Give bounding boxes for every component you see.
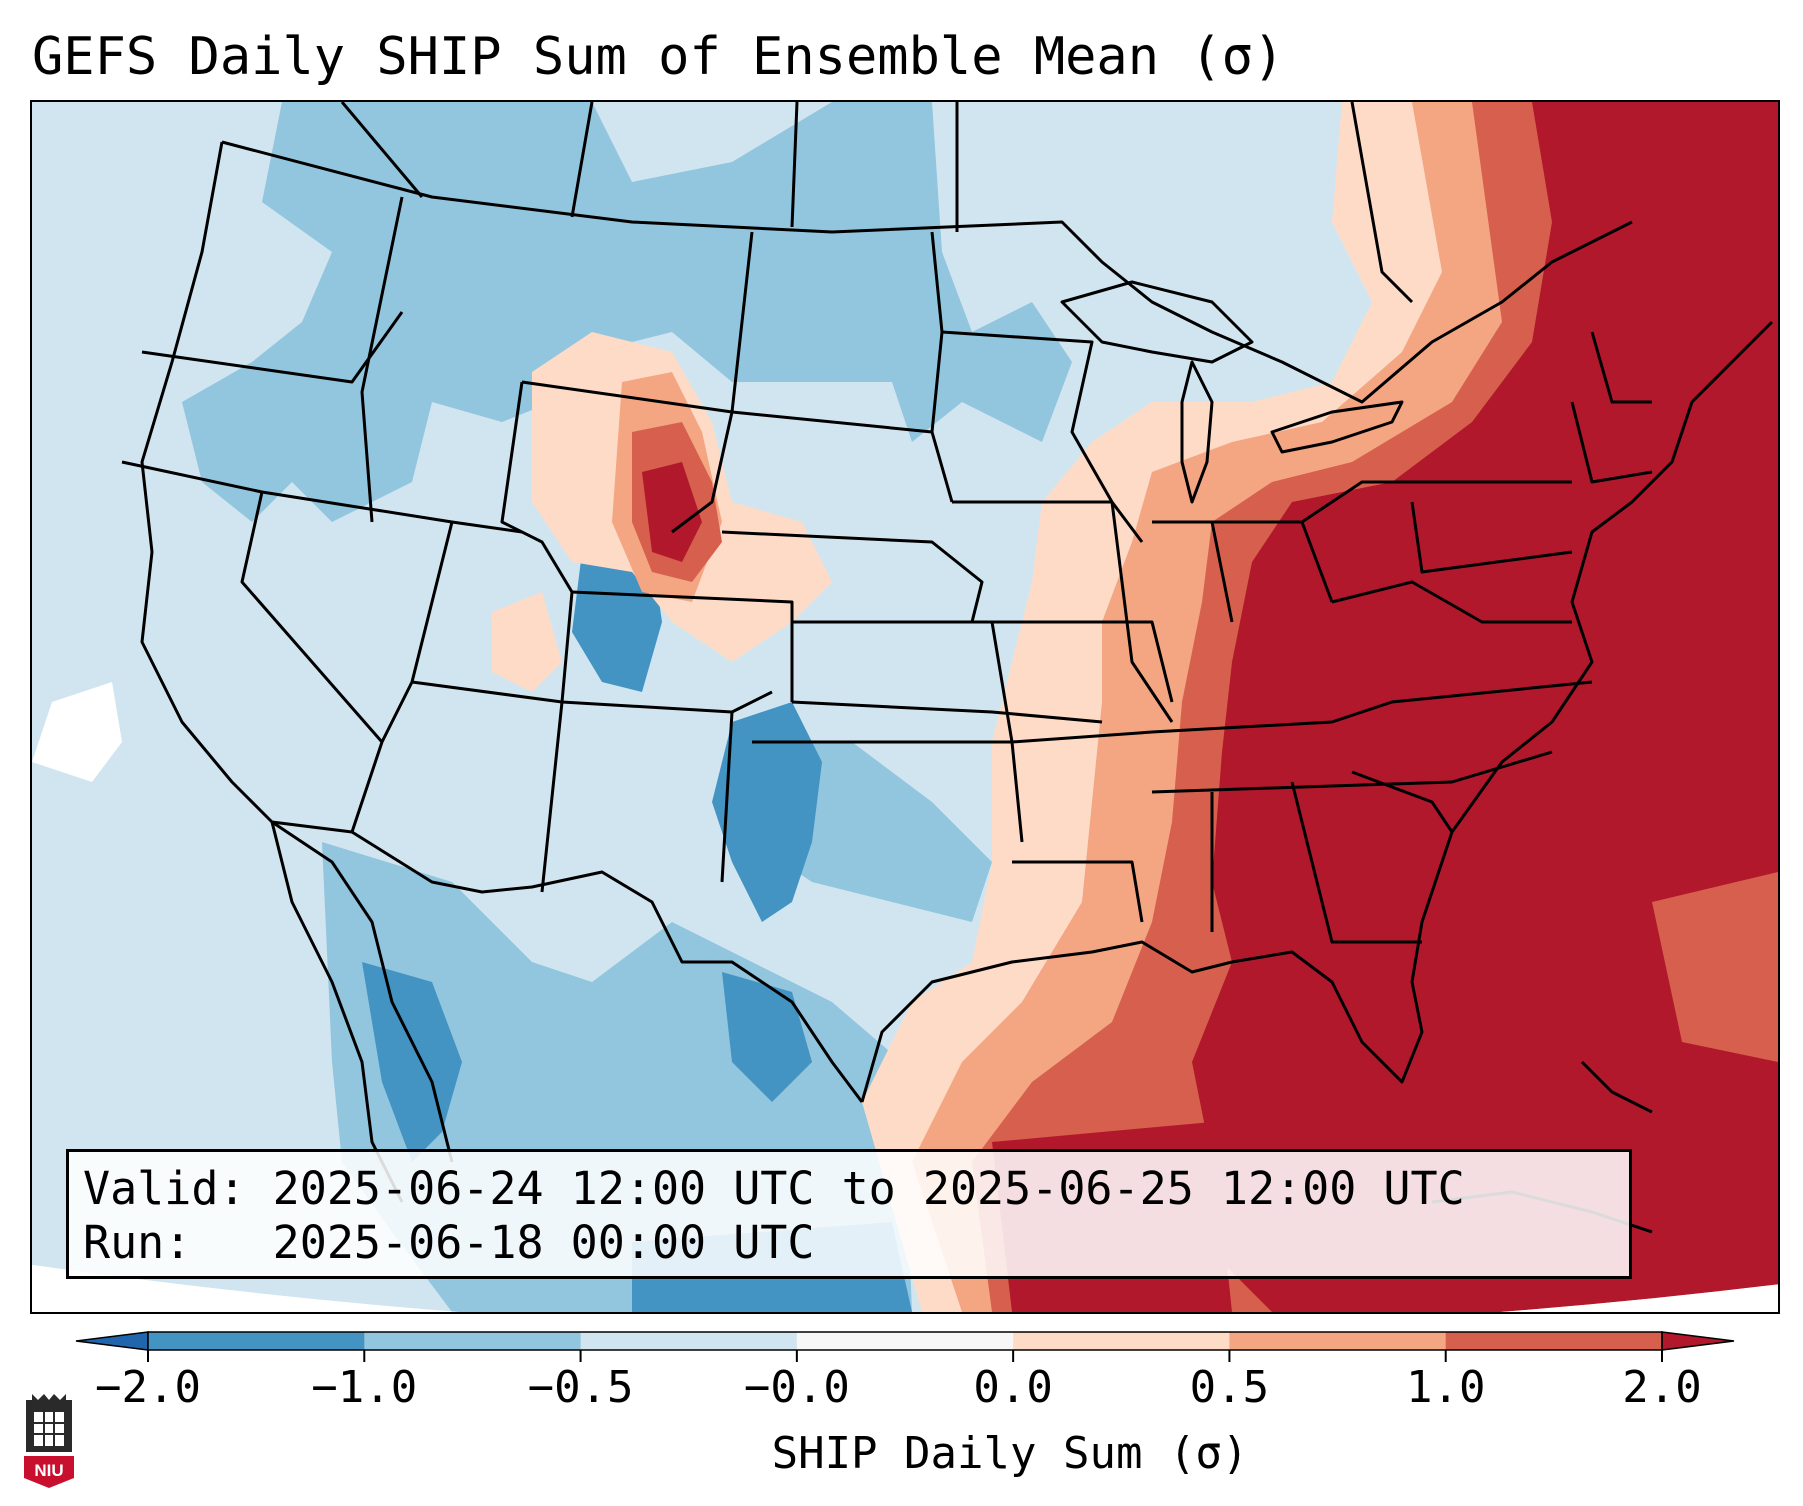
canada-province-border-3 — [790, 102, 799, 228]
state-border — [540, 591, 574, 893]
colorbar-tick-label: 2.0 — [1622, 1362, 1702, 1413]
colorbar-tick-label: −0.5 — [527, 1362, 634, 1413]
map-title: GEFS Daily SHIP Sum of Ensemble Mean (σ) — [32, 27, 1285, 87]
gulf-coastline — [860, 921, 1424, 1103]
colorbar-bin — [1445, 1332, 1663, 1350]
colorbar — [75, 1331, 1735, 1362]
colorbar-bin — [580, 1332, 798, 1350]
logo-text: NIU — [34, 1461, 63, 1480]
colorbar-outline — [147, 1331, 1663, 1351]
colorbar-tick-label: 0.5 — [1189, 1362, 1270, 1413]
state-border — [730, 231, 954, 503]
canada-province-border-1 — [340, 102, 424, 198]
colorbar-tick-label: −1.0 — [311, 1362, 418, 1413]
field-medium-blue-west — [182, 102, 1072, 522]
colorbar-tick-label: 0.0 — [973, 1362, 1053, 1413]
boundaries — [121, 102, 1774, 1234]
lake-erie — [1270, 400, 1404, 454]
field-medium-orange-atlantic — [1652, 872, 1778, 1062]
state-border — [500, 381, 574, 593]
anomaly-map — [32, 102, 1778, 1312]
colorbar-bin — [796, 1332, 1014, 1350]
state-border — [411, 680, 773, 714]
colorbar-label: SHIP Daily Sum (σ) — [771, 1428, 1249, 1479]
niu-logo-icon: NIU — [24, 1394, 74, 1488]
missing-data-patch — [32, 682, 122, 782]
state-border — [791, 700, 1103, 724]
colorbar-bin — [1229, 1332, 1447, 1350]
colorbar-bin — [148, 1332, 365, 1350]
state-border — [121, 460, 523, 534]
field-dark-blue-mexico-2 — [722, 972, 812, 1102]
canada-province-border-5 — [1350, 102, 1414, 304]
outside-domain — [32, 1264, 1778, 1312]
colorbar-bin — [364, 1332, 582, 1350]
bahamas-outline — [1580, 1060, 1653, 1114]
state-border — [992, 620, 1174, 703]
state-border — [721, 530, 984, 623]
state-border — [1590, 331, 1652, 404]
state-border — [350, 521, 454, 833]
state-border — [521, 380, 734, 534]
state-border — [1301, 480, 1572, 524]
state-border — [1570, 401, 1653, 484]
state-border — [720, 711, 734, 883]
field-dark-blue-texas — [712, 702, 822, 922]
great-lakes-outline — [1060, 280, 1254, 364]
state-border — [1151, 750, 1553, 794]
state-border — [1410, 501, 1573, 574]
colorbar-tick-label: −2.0 — [95, 1362, 201, 1413]
west-coastline — [140, 141, 404, 1203]
map-panel — [30, 100, 1780, 1314]
colorbar-tick-label: 1.0 — [1405, 1362, 1486, 1413]
us-canada-border — [221, 140, 1633, 404]
us-mexico-border — [271, 820, 864, 1103]
state-border — [1290, 781, 1422, 944]
field-light-orange-utah — [492, 592, 562, 692]
colorbar-bin — [1013, 1332, 1230, 1350]
state-border — [571, 590, 794, 702]
state-border — [1331, 580, 1572, 624]
state-border — [1151, 680, 1593, 734]
state-border — [1012, 860, 1144, 923]
state-border — [1110, 501, 1174, 723]
lake-michigan — [1180, 360, 1214, 504]
valid-time-text: Valid: 2025-06-24 12:00 UTC to 2025-06-2… — [83, 1162, 1465, 1215]
run-time-text: Run: 2025-06-18 00:00 UTC — [83, 1216, 815, 1269]
east-coastline — [1420, 320, 1774, 923]
baja-coastline — [271, 820, 454, 1163]
colorbar-under-extension — [75, 1331, 149, 1351]
state-border — [1351, 770, 1454, 833]
canada-province-border-2 — [570, 102, 594, 218]
valid-run-info-box: Valid: 2025-06-24 12:00 UTC to 2025-06-2… — [66, 1149, 1632, 1279]
state-border — [141, 311, 404, 384]
field-dark-blue-colorado — [572, 552, 662, 692]
state-border — [240, 491, 384, 743]
state-border — [360, 196, 404, 523]
field-dark-red — [1192, 102, 1778, 1312]
state-border — [792, 620, 1024, 843]
field-dark-red-wyoming — [642, 462, 702, 562]
field-dark-blue-mexico — [362, 962, 462, 1162]
colorbar-tick-label: −0.0 — [743, 1362, 850, 1413]
state-border — [941, 330, 1114, 503]
state-border — [752, 730, 1153, 744]
colorbar-over-extension — [1661, 1331, 1735, 1351]
